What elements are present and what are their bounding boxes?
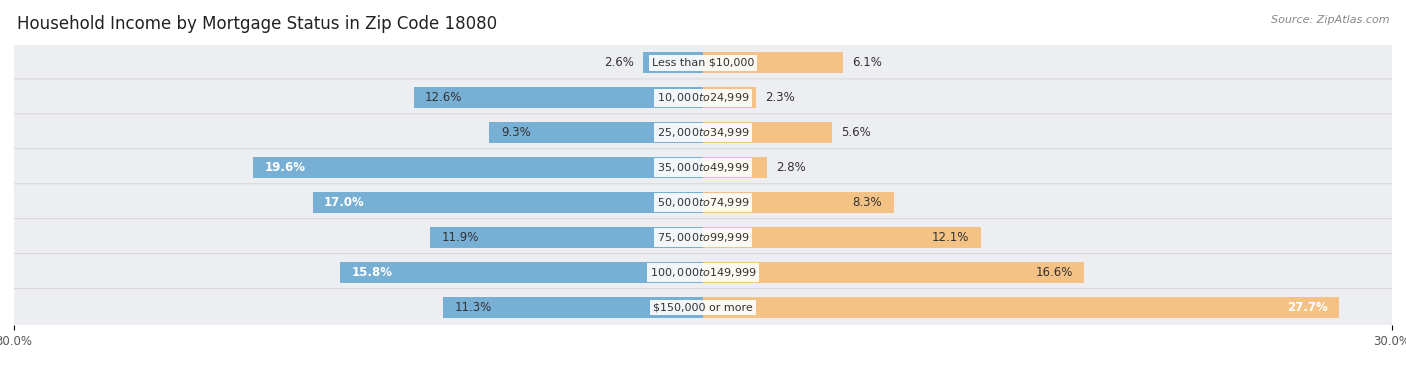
Text: 9.3%: 9.3%	[501, 126, 530, 139]
Bar	[312, 192, 703, 213]
Text: 11.9%: 11.9%	[441, 231, 478, 244]
FancyBboxPatch shape	[1, 289, 1405, 327]
Text: $75,000 to $99,999: $75,000 to $99,999	[657, 231, 749, 244]
Bar	[703, 262, 1084, 283]
Text: $35,000 to $49,999: $35,000 to $49,999	[657, 161, 749, 174]
Bar	[703, 227, 981, 248]
Text: $25,000 to $34,999: $25,000 to $34,999	[657, 126, 749, 139]
Bar	[340, 262, 703, 283]
Text: $50,000 to $74,999: $50,000 to $74,999	[657, 196, 749, 209]
Text: Household Income by Mortgage Status in Zip Code 18080: Household Income by Mortgage Status in Z…	[17, 15, 496, 33]
Text: Less than $10,000: Less than $10,000	[652, 58, 754, 68]
Bar	[703, 192, 894, 213]
Bar	[703, 122, 831, 143]
Text: $10,000 to $24,999: $10,000 to $24,999	[657, 91, 749, 104]
Bar	[703, 87, 756, 108]
Text: 8.3%: 8.3%	[852, 196, 882, 209]
Bar	[443, 297, 703, 318]
Text: 11.3%: 11.3%	[456, 301, 492, 314]
Text: 5.6%: 5.6%	[841, 126, 870, 139]
Bar	[703, 297, 1339, 318]
Text: 2.6%: 2.6%	[605, 56, 634, 69]
FancyBboxPatch shape	[1, 254, 1405, 291]
Bar	[644, 53, 703, 73]
FancyBboxPatch shape	[1, 184, 1405, 222]
Bar	[253, 157, 703, 178]
Text: 27.7%: 27.7%	[1286, 301, 1327, 314]
Bar	[489, 122, 703, 143]
Bar	[430, 227, 703, 248]
Text: 2.8%: 2.8%	[776, 161, 806, 174]
Text: 16.6%: 16.6%	[1035, 266, 1073, 279]
FancyBboxPatch shape	[1, 114, 1405, 152]
Text: 15.8%: 15.8%	[352, 266, 392, 279]
Legend: Without Mortgage, With Mortgage: Without Mortgage, With Mortgage	[564, 374, 842, 378]
Text: 19.6%: 19.6%	[264, 161, 305, 174]
Text: 6.1%: 6.1%	[852, 56, 882, 69]
Bar	[703, 157, 768, 178]
FancyBboxPatch shape	[1, 44, 1405, 82]
FancyBboxPatch shape	[1, 149, 1405, 187]
Text: $150,000 or more: $150,000 or more	[654, 303, 752, 313]
Text: 12.6%: 12.6%	[425, 91, 463, 104]
Text: Source: ZipAtlas.com: Source: ZipAtlas.com	[1271, 15, 1389, 25]
Text: 17.0%: 17.0%	[323, 196, 364, 209]
FancyBboxPatch shape	[1, 219, 1405, 257]
Bar	[413, 87, 703, 108]
Text: 12.1%: 12.1%	[932, 231, 969, 244]
Text: $100,000 to $149,999: $100,000 to $149,999	[650, 266, 756, 279]
Bar	[703, 53, 844, 73]
FancyBboxPatch shape	[1, 79, 1405, 117]
Text: 2.3%: 2.3%	[765, 91, 794, 104]
